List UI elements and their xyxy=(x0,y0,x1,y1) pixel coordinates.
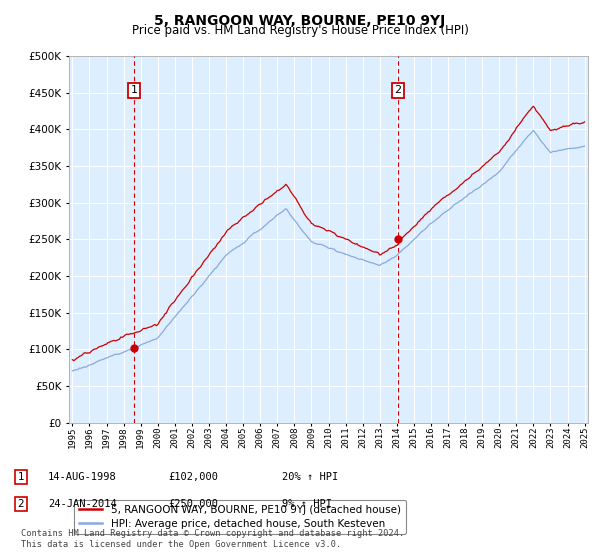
Legend: 5, RANGOON WAY, BOURNE, PE10 9YJ (detached house), HPI: Average price, detached : 5, RANGOON WAY, BOURNE, PE10 9YJ (detach… xyxy=(74,500,406,534)
Text: 5, RANGOON WAY, BOURNE, PE10 9YJ: 5, RANGOON WAY, BOURNE, PE10 9YJ xyxy=(154,14,446,28)
Text: 1: 1 xyxy=(131,86,138,95)
Text: Price paid vs. HM Land Registry's House Price Index (HPI): Price paid vs. HM Land Registry's House … xyxy=(131,24,469,37)
Text: 14-AUG-1998: 14-AUG-1998 xyxy=(48,472,117,482)
Text: 9% ↑ HPI: 9% ↑ HPI xyxy=(282,499,332,509)
Text: 20% ↑ HPI: 20% ↑ HPI xyxy=(282,472,338,482)
Text: £250,000: £250,000 xyxy=(168,499,218,509)
Text: 2: 2 xyxy=(17,499,25,509)
Text: £102,000: £102,000 xyxy=(168,472,218,482)
Text: 2: 2 xyxy=(394,86,401,95)
Text: 24-JAN-2014: 24-JAN-2014 xyxy=(48,499,117,509)
Text: Contains HM Land Registry data © Crown copyright and database right 2024.
This d: Contains HM Land Registry data © Crown c… xyxy=(21,529,404,549)
Text: 1: 1 xyxy=(17,472,25,482)
